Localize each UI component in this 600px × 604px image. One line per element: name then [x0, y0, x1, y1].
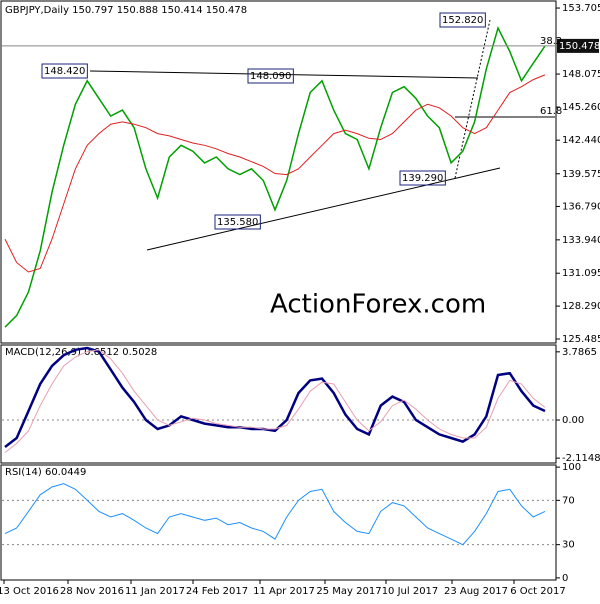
trendline: [89, 70, 479, 79]
y-tick-label: 0: [562, 573, 568, 584]
x-tick-label: 24 Feb 2017: [186, 586, 248, 597]
annotation-box: [214, 214, 261, 230]
series-line: [4, 25, 546, 328]
annotation: 148.420: [44, 66, 85, 77]
y-tick-label: 142.440: [562, 135, 600, 146]
y-tick-label: 70: [562, 495, 575, 506]
annotation: 152.820: [442, 15, 483, 26]
panel-title: MACD(12,26,9) 0.6512 0.5028: [5, 347, 157, 358]
annotation: 61.8: [540, 106, 562, 117]
x-tick-label: 6 Oct 2017: [510, 586, 565, 597]
series-line: [4, 349, 546, 453]
x-tick-label: 11 Apr 2017: [253, 586, 315, 597]
x-tick-label: 10 Jul 2017: [382, 586, 439, 597]
y-tick-label: 30: [562, 540, 575, 551]
y-tick-label: 133.940: [562, 235, 600, 246]
x-tick-label: 13 Oct 2016: [0, 586, 59, 597]
watermark: ActionForex.com: [270, 290, 486, 320]
annotation: 148.090: [250, 71, 291, 82]
y-tick-label: 128.290: [562, 301, 600, 312]
series-line: [4, 483, 546, 546]
trendline: [146, 167, 501, 251]
annotation-box: [399, 170, 446, 186]
x-tick-label: 28 Nov 2016: [60, 586, 124, 597]
price-label: 150.478: [559, 41, 600, 52]
price-box: [557, 38, 599, 53]
annotation-box: [247, 68, 294, 84]
series-line: [4, 74, 546, 273]
y-tick-label: 3.7865: [562, 347, 597, 358]
x-tick-label: 23 Aug 2017: [444, 586, 508, 597]
y-tick-label: 125.485: [562, 334, 600, 345]
annotation-box: [439, 12, 486, 28]
price-panel: [0, 0, 557, 344]
y-tick-label: 136.790: [562, 201, 600, 212]
macd-panel: [0, 344, 557, 464]
chart-title: GBPJPY,Daily 150.797 150.888 150.414 150…: [5, 5, 247, 16]
panel-title: RSI(14) 60.0449: [5, 467, 86, 478]
y-tick-label: 148.075: [562, 69, 600, 80]
annotation: 135.580: [217, 217, 258, 228]
x-tick-label: 11 Jan 2017: [125, 586, 185, 597]
y-tick-label: 0.00: [562, 415, 584, 426]
y-tick-label: 131.095: [562, 268, 600, 279]
y-tick-label: 145.260: [562, 102, 600, 113]
y-tick-label: 153.705: [562, 3, 600, 14]
fib-line: [454, 19, 491, 179]
y-tick-label: 139.575: [562, 169, 600, 180]
x-tick-label: 25 May 2017: [316, 586, 381, 597]
annotation-box: [41, 63, 88, 79]
y-tick-label: -2.1148: [562, 453, 600, 464]
annotation: 38.2: [540, 36, 562, 47]
y-tick-label: 100: [562, 462, 581, 473]
annotation: 139.290: [402, 173, 443, 184]
rsi-panel: [0, 464, 557, 581]
